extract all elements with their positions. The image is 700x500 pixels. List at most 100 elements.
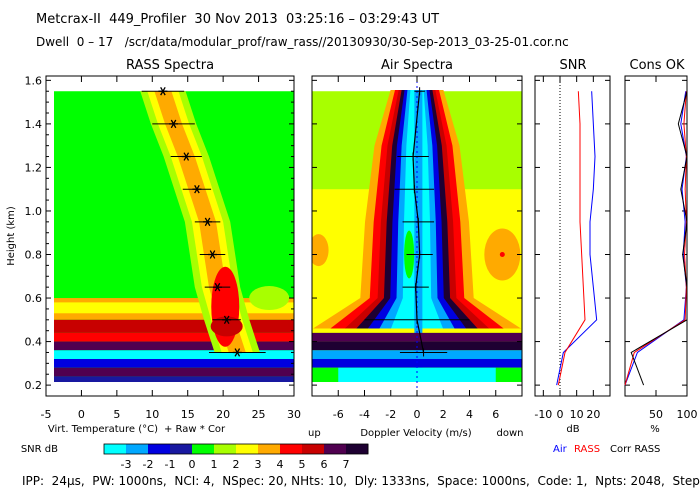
rass-x-tick-label: 20 — [216, 408, 230, 421]
cons-line-rass — [624, 91, 687, 386]
legend-rass-label: RASS — [574, 444, 600, 455]
y-tick-label: 0.8 — [25, 249, 43, 262]
rass-temp-marker — [169, 119, 179, 129]
y-tick-label: 1.6 — [25, 74, 43, 87]
cons-x-label: % — [650, 424, 660, 435]
air-x-tick-label: 6 — [492, 408, 499, 421]
rass-x-tick-label: 0 — [78, 408, 85, 421]
rass-panel-frame — [45, 75, 295, 397]
star-stroke — [160, 87, 166, 96]
rass-band — [54, 358, 294, 368]
air-orange-left — [312, 234, 329, 267]
rass-temp-marker — [208, 250, 218, 259]
star-stroke — [194, 184, 200, 194]
rass-band — [54, 350, 294, 359]
rass-band — [54, 376, 294, 382]
rass-x-tick-label: 25 — [252, 408, 266, 421]
star-stroke — [234, 348, 241, 357]
rass-x-label: Virt. Temperature (°C) — [48, 424, 158, 435]
y-tick-label: 1.2 — [25, 161, 43, 174]
star-stroke — [209, 250, 216, 259]
air-x-tick-label: -2 — [385, 408, 396, 421]
legend-corr-label: Corr RASS — [610, 444, 660, 455]
snr-x-tick-label: 0 — [557, 408, 564, 421]
rass-band — [54, 332, 294, 342]
rass-temp-marker — [181, 152, 191, 161]
y-tick-label: 0.4 — [25, 336, 43, 349]
cons-title: Cons OK — [630, 58, 685, 73]
colorbar-swatch — [104, 444, 127, 454]
colorbar-tick-label: 5 — [299, 458, 306, 471]
colorbar-tick-label: -2 — [143, 458, 154, 471]
colorbar-swatch — [324, 444, 347, 454]
air-x-tick-label: -6 — [333, 408, 344, 421]
rass-x-tick-label: 5 — [113, 408, 120, 421]
colorbar-frame — [103, 443, 369, 455]
star-stroke — [204, 217, 211, 227]
y-tick-label: 0.6 — [25, 292, 43, 305]
snr-line-rass — [557, 91, 586, 386]
rass-title: RASS Spectra — [126, 58, 214, 73]
plot-title: Metcrax-II 449_Profiler 30 Nov 2013 03:2… — [36, 12, 440, 27]
colorbar-swatch — [126, 444, 149, 454]
cons-line-air — [624, 91, 687, 386]
colorbar-swatch — [214, 444, 237, 454]
dwell-info: Dwell 0 – 17 /scr/data/modular_prof/raw_… — [36, 35, 569, 49]
profile-markers — [141, 87, 470, 357]
air-bottom-cyan — [338, 367, 496, 382]
rass-x-tick-label: 10 — [145, 408, 159, 421]
colorbar-tick-label: -3 — [121, 458, 132, 471]
rass-band — [54, 319, 294, 333]
snr-line-air — [556, 91, 598, 386]
cons-panel-frame — [624, 75, 688, 397]
rass-x-tick-label: 30 — [287, 408, 301, 421]
colorbar-swatch — [236, 444, 259, 454]
colorbar-tick-label: 0 — [189, 458, 196, 471]
air-x-down: down — [497, 428, 524, 439]
rass-temp-marker — [222, 315, 232, 325]
rass-temp-marker — [212, 282, 222, 292]
cons-x-tick-label: 100 — [677, 408, 698, 421]
axes-ticks: 0.2 0.4 0.6 0.8 1.0 1.2 1.4 1.6 -5 0 5 10 15 20 25 30 -6… — [25, 74, 698, 421]
air-x-tick-label: -4 — [359, 408, 370, 421]
colorbar-swatch — [280, 444, 303, 454]
rass-temp-marker — [158, 87, 168, 96]
colorbar-tick-label: -1 — [165, 458, 176, 471]
y-tick-label: 1.0 — [25, 205, 43, 218]
snr-panel-frame — [534, 75, 611, 397]
star-stroke — [214, 282, 221, 292]
air-x-label: Doppler Velocity (m/s) — [360, 428, 471, 439]
air-x-tick-label: 0 — [414, 408, 421, 421]
air-vel-trace — [412, 91, 425, 353]
air-title: Air Spectra — [381, 58, 453, 73]
rass-x-suffix: + Raw * Cor — [164, 424, 226, 435]
air-spectra-heatmap — [312, 90, 522, 382]
colorbar-swatch — [302, 444, 325, 454]
y-tick-label: 1.4 — [25, 118, 43, 131]
rass-x-tick-label: 15 — [181, 408, 195, 421]
rass-temp-marker — [203, 217, 213, 227]
cons-line-corr-rass — [630, 91, 688, 386]
y-axis-label: Height (km) — [6, 206, 17, 266]
rass-band — [54, 341, 294, 351]
air-band — [312, 358, 522, 368]
rass-band — [54, 367, 294, 377]
rass-x-tick-label: -5 — [41, 408, 52, 421]
snr-x-tick-label: 10 — [570, 408, 584, 421]
star-stroke — [183, 152, 190, 161]
colorbar-tick-label: 2 — [233, 458, 240, 471]
colorbar-swatch — [346, 444, 369, 454]
legend-air-label: Air — [553, 444, 568, 455]
star-stroke — [170, 119, 177, 129]
colorbar-swatch — [258, 444, 281, 454]
rass-band-yellow — [54, 302, 294, 314]
snr-x-tick-label: 20 — [586, 408, 600, 421]
colorbar-swatch — [148, 444, 171, 454]
air-x-tick-label: 4 — [466, 408, 473, 421]
rass-dark-lobe — [210, 316, 243, 337]
star-stroke — [223, 315, 230, 325]
snr-colorbar: -3 -2 -1 0 1 2 3 4 5 6 7 — [103, 443, 369, 471]
rass-temp-marker — [232, 348, 242, 357]
cons-x-tick-label: 50 — [649, 408, 663, 421]
y-tick-label: 0.2 — [25, 379, 43, 392]
